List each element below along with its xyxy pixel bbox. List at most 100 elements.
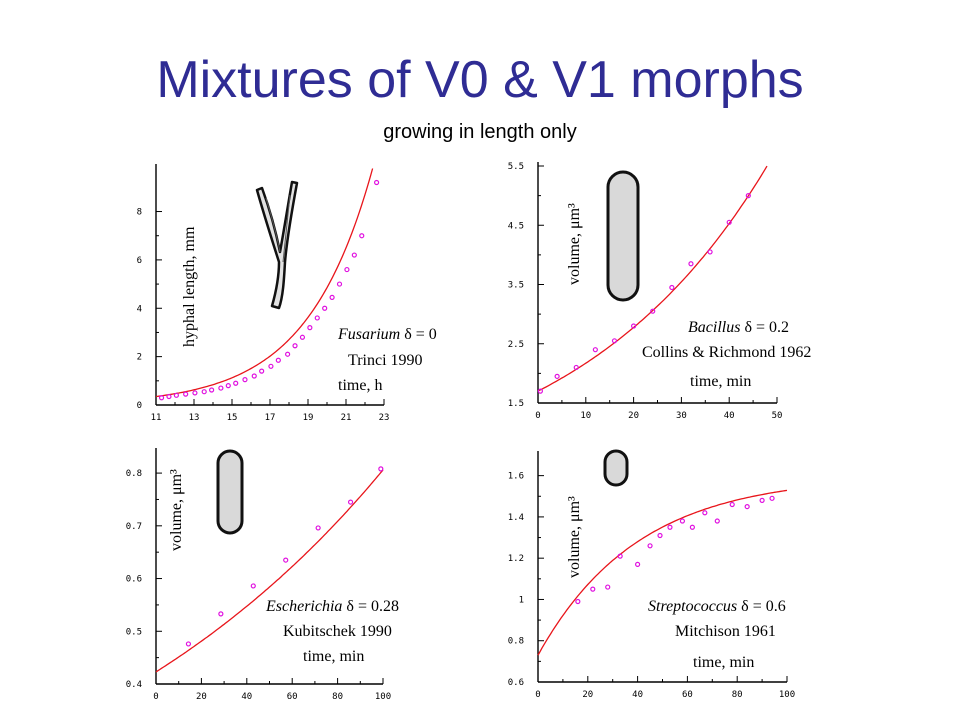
streptococcus-data-point (657, 532, 663, 539)
fusarium-data-point (183, 391, 189, 397)
fusarium-data-point (218, 385, 224, 391)
streptococcus-data-point (590, 586, 596, 592)
streptococcus-y-tick-label: 0.6 (508, 678, 524, 688)
streptococcus-x-tick-label: 40 (632, 690, 643, 700)
fusarium-x-tick-label: 23 (379, 413, 390, 423)
fusarium-data-point (225, 383, 231, 389)
bacillus-x-tick-label: 40 (724, 411, 735, 421)
fusarium-data-point (359, 233, 365, 239)
bacillus-y-tick-label: 3.5 (508, 281, 524, 291)
escherichia-x-tick-label: 20 (196, 692, 207, 702)
escherichia-data-point (250, 583, 256, 589)
escherichia-x-tick-label: 100 (375, 692, 391, 702)
slide-title: Mixtures of V0 & V1 morphs (156, 51, 804, 109)
chart-streptococcus: 0 20 40 60 80 100 0.6 0.8 1 1.2 1.4 1.6 (508, 451, 795, 700)
streptococcus-data-point (679, 518, 686, 524)
escherichia-y-tick-label: 0.8 (126, 469, 142, 479)
streptococcus-genus: Streptococcus (648, 598, 737, 615)
streptococcus-data-point (634, 561, 641, 567)
fusarium-data-point (322, 305, 328, 311)
escherichia-annotation: Escherichia δ = 0.28 (265, 598, 399, 615)
streptococcus-x-tick-label: 100 (779, 690, 795, 700)
streptococcus-x-tick-label: 60 (682, 690, 693, 700)
bacillus-data-point (573, 364, 579, 371)
fusarium-genus: Fusarium (337, 326, 400, 343)
streptococcus-citation: Mitchison 1961 (675, 623, 776, 640)
escherichia-data-point (218, 611, 224, 617)
streptococcus-data-point (729, 501, 735, 508)
escherichia-y-tick-label: 0.5 (126, 627, 142, 637)
fusarium-data-point (275, 357, 281, 363)
fusarium-data-point (209, 387, 215, 393)
fusarium-x-tick-label: 13 (189, 413, 200, 423)
streptococcus-data-point (605, 584, 611, 590)
streptococcus-fit-curve (537, 489, 788, 656)
fusarium-data-point (268, 363, 274, 369)
fusarium-data-point (285, 351, 291, 357)
fusarium-data-point (242, 377, 248, 383)
bacillus-y-tick-label: 4.5 (508, 221, 524, 231)
bacillus-ylabel: volume, μm³ (566, 203, 583, 285)
escherichia-delta: δ = 0.28 (342, 598, 399, 615)
fusarium-delta: δ = 0 (400, 326, 437, 343)
fusarium-data-point (201, 389, 207, 395)
fusarium-x-tick-label: 11 (151, 413, 162, 423)
fusarium-annotation: Fusarium δ = 0 (337, 326, 437, 343)
fusarium-data-point (344, 266, 350, 273)
streptococcus-data-point (667, 524, 673, 530)
bacillus-data-point (611, 338, 618, 344)
streptococcus-y-tick-label: 1.6 (508, 472, 524, 482)
escherichia-y-tick-label: 0.7 (126, 522, 142, 532)
escherichia-data-point (347, 499, 354, 505)
escherichia-x-tick-label: 80 (332, 692, 343, 702)
bacillus-data-point (707, 249, 713, 255)
fusarium-x-tick-label: 21 (341, 413, 352, 423)
fusarium-data-point (251, 373, 257, 379)
escherichia-data-point (185, 641, 192, 647)
fusarium-citation: Trinci 1990 (348, 352, 423, 369)
fusarium-data-point (329, 294, 335, 300)
fusarium-data-point (336, 281, 343, 287)
fusarium-x-tick-label: 17 (265, 413, 276, 423)
streptococcus-y-tick-label: 1.4 (508, 513, 524, 523)
escherichia-data-point (283, 557, 289, 563)
streptococcus-y-tick-label: 1.2 (508, 554, 524, 564)
bacillus-data-point (650, 308, 656, 314)
bacillus-y-tick-label: 1.5 (508, 399, 524, 409)
streptococcus-cell-drawing (603, 449, 629, 487)
fusarium-data-point (292, 343, 298, 349)
bacillus-y-tick-label: 5.5 (508, 162, 524, 172)
fusarium-fit-curve (155, 168, 374, 398)
fusarium-data-point (307, 325, 313, 331)
bacillus-annotation: Bacillus δ = 0.2 (688, 319, 789, 336)
bacillus-data-point (726, 219, 732, 225)
bacillus-data-point (745, 193, 751, 199)
streptococcus-data-point (769, 495, 775, 501)
fusarium-y-tick-label: 4 (137, 304, 142, 314)
fusarium-y-tick-label: 8 (137, 208, 142, 218)
bacillus-xlabel: time, min (690, 373, 751, 390)
bacillus-x-tick-label: 0 (535, 411, 540, 421)
bacillus-data-point (554, 373, 560, 379)
streptococcus-x-tick-label: 0 (535, 690, 540, 700)
escherichia-y-tick-label: 0.4 (126, 680, 142, 690)
fusarium-data-point (173, 392, 179, 398)
streptococcus-data-point (617, 553, 623, 559)
fusarium-y-tick-label: 0 (137, 401, 142, 411)
escherichia-y-tick-label: 0.6 (126, 575, 142, 585)
bacillus-x-tick-label: 20 (628, 411, 639, 421)
streptococcus-xlabel: time, min (693, 654, 754, 671)
fusarium-xlabel: time, h (338, 377, 382, 394)
fusarium-y-tick-label: 2 (137, 353, 142, 363)
escherichia-ylabel: volume, μm³ (168, 469, 185, 551)
escherichia-xlabel: time, min (303, 648, 364, 665)
fusarium-data-point (233, 380, 239, 386)
bacillus-x-tick-label: 50 (772, 411, 783, 421)
bacillus-x-tick-label: 30 (676, 411, 687, 421)
bacillus-cell-drawing (606, 170, 640, 302)
escherichia-genus: Escherichia (265, 598, 342, 615)
fusarium-data-point (351, 252, 357, 258)
bacillus-citation: Collins & Richmond 1962 (642, 344, 811, 361)
escherichia-cell-drawing (216, 449, 244, 535)
streptococcus-ylabel: volume, μm³ (566, 496, 583, 578)
